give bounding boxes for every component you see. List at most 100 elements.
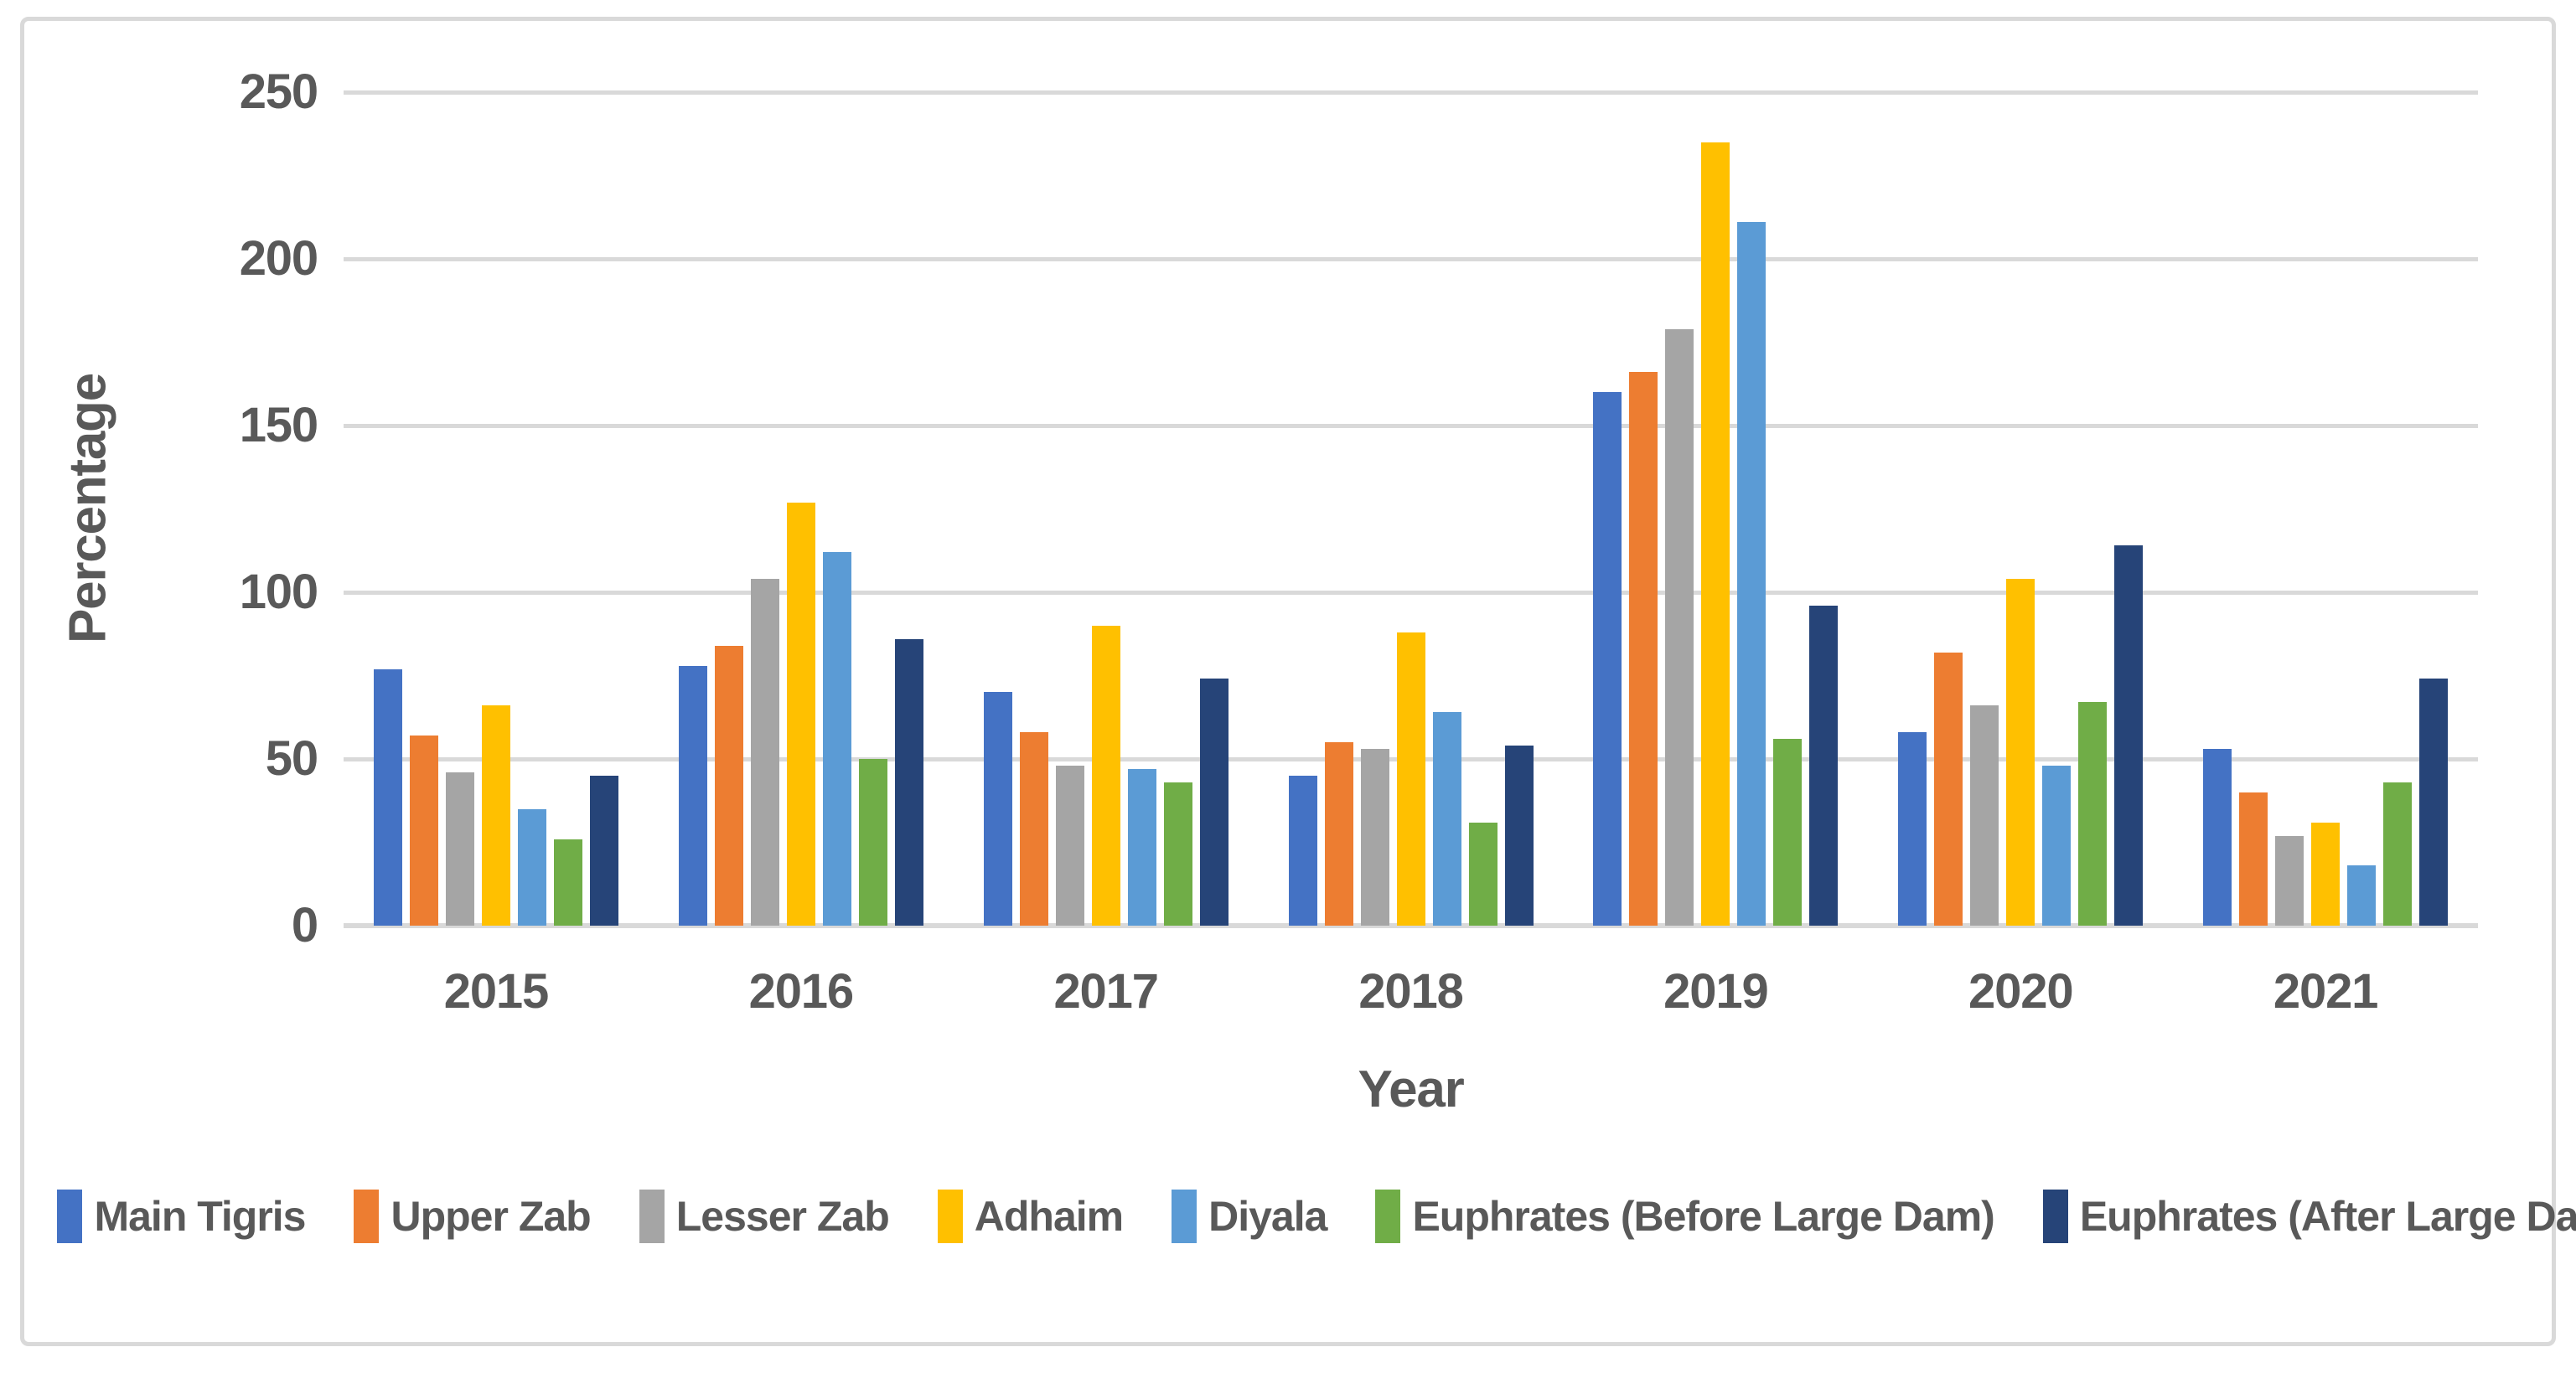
legend-label-euphrates-after-large-dam: Euphrates (After Large Dam) [2079,1193,2576,1240]
bar-adhaim-2018 [1396,632,1425,926]
x-tick-label-2021: 2021 [2273,964,2379,1019]
y-tick-label-200: 200 [239,231,318,286]
x-tick-label-2017: 2017 [1053,964,1159,1019]
legend-label-main-tigris: Main Tigris [94,1193,306,1240]
bar-adhaim-2019 [1701,142,1730,926]
bar-lesser-zab-2019 [1665,329,1694,926]
bar-main-tigris-2017 [983,692,1012,926]
legend-label-adhaim: Adhaim [974,1193,1124,1240]
legend-item-adhaim: Adhaim [937,1190,1124,1243]
gridline-150 [344,424,2478,428]
bar-main-tigris-2016 [678,666,707,926]
x-tick-label-2015: 2015 [443,964,550,1019]
bar-main-tigris-2018 [1288,776,1317,926]
bar-diyala-2017 [1127,769,1156,926]
bar-euphrates-before-large-dam-2017 [1163,782,1192,926]
bar-main-tigris-2015 [373,669,402,926]
bar-group-2020 [1868,92,2173,926]
bar-adhaim-2016 [786,503,815,926]
bar-lesser-zab-2020 [1970,705,1999,926]
bar-group-2018 [1259,92,1564,926]
bar-lesser-zab-2018 [1360,749,1389,926]
y-tick-label-50: 50 [265,731,318,786]
bar-upper-zab-2015 [409,736,438,926]
bar-diyala-2016 [822,552,851,926]
legend-item-euphrates-after-large-dam: Euphrates (After Large Dam) [2042,1190,2576,1243]
bar-euphrates-after-large-dam-2018 [1504,746,1534,926]
bar-upper-zab-2017 [1019,732,1048,926]
bar-upper-zab-2019 [1629,372,1658,926]
legend-item-upper-zab: Upper Zab [354,1190,592,1243]
legend-label-upper-zab: Upper Zab [391,1193,591,1240]
bar-lesser-zab-2016 [750,579,779,926]
bar-adhaim-2020 [2006,579,2035,926]
bar-lesser-zab-2017 [1055,766,1084,926]
x-tick-label-2019: 2019 [1663,964,1769,1019]
bar-diyala-2021 [2347,865,2377,926]
bar-euphrates-before-large-dam-2020 [2078,702,2108,926]
bar-group-2019 [1563,92,1868,926]
bar-diyala-2019 [1737,222,1766,926]
legend-swatch-euphrates-after-large-dam [2042,1190,2068,1243]
gridline-250 [344,90,2478,95]
bar-euphrates-after-large-dam-2015 [589,776,618,926]
gridline-200 [344,257,2478,261]
legend-swatch-diyala [1172,1190,1197,1243]
bar-main-tigris-2021 [2203,749,2232,926]
legend-label-lesser-zab: Lesser Zab [675,1193,890,1240]
bar-group-2016 [649,92,954,926]
bar-lesser-zab-2015 [445,772,474,926]
bar-euphrates-before-large-dam-2018 [1468,823,1497,926]
bar-diyala-2015 [517,809,546,926]
bar-diyala-2020 [2042,766,2072,926]
x-tick-label-2020: 2020 [1968,964,2074,1019]
bar-upper-zab-2020 [1934,653,1963,926]
legend-label-euphrates-before-large-dam: Euphrates (Before Large Dam) [1412,1193,1994,1240]
bar-main-tigris-2019 [1593,392,1622,926]
bar-adhaim-2015 [481,705,510,926]
x-axis-title: Year [1358,1061,1464,1118]
y-tick-label-250: 250 [239,65,318,119]
legend-swatch-upper-zab [354,1190,380,1243]
bar-groups [344,92,2478,926]
legend-label-diyala: Diyala [1208,1193,1327,1240]
legend-item-euphrates-before-large-dam: Euphrates (Before Large Dam) [1375,1190,1995,1243]
x-axis-tick-labels: 2015 2016 2017 2018 2019 2020 2021 [344,963,2478,1020]
legend-item-lesser-zab: Lesser Zab [639,1190,890,1243]
x-tick-label-2016: 2016 [748,964,855,1019]
bar-group-2017 [954,92,1259,926]
bar-euphrates-after-large-dam-2016 [894,639,923,926]
x-axis-line [344,923,2478,928]
legend-item-diyala: Diyala [1172,1190,1327,1243]
bar-euphrates-after-large-dam-2017 [1199,679,1229,926]
bar-main-tigris-2020 [1898,732,1927,926]
bar-euphrates-after-large-dam-2021 [2419,679,2449,926]
bar-euphrates-before-large-dam-2015 [553,839,582,926]
y-tick-label-100: 100 [239,565,318,619]
legend-swatch-adhaim [937,1190,963,1243]
bar-adhaim-2017 [1091,626,1120,926]
y-axis-title: Percentage [59,374,117,643]
bar-euphrates-after-large-dam-2019 [1809,606,1839,926]
bar-group-2015 [344,92,649,926]
bar-lesser-zab-2021 [2275,836,2304,926]
bar-upper-zab-2021 [2239,792,2268,926]
x-tick-label-2018: 2018 [1358,964,1464,1019]
legend-swatch-lesser-zab [639,1190,665,1243]
bar-euphrates-before-large-dam-2016 [858,759,887,926]
legend-swatch-main-tigris [57,1190,83,1243]
chart-figure: 2015 2016 2017 2018 2019 2020 2021 Year Percen… [20,17,2576,1346]
gridline-100 [344,591,2478,595]
y-tick-label-0: 0 [291,898,318,952]
legend: Main Tigris Upper Zab Lesser Zab Adhaim Diya… [57,1190,2576,1243]
bar-euphrates-before-large-dam-2019 [1773,739,1803,926]
bar-upper-zab-2018 [1324,742,1353,926]
bar-upper-zab-2016 [714,646,743,926]
bar-diyala-2018 [1432,712,1461,926]
legend-swatch-euphrates-before-large-dam [1375,1190,1401,1243]
bar-euphrates-after-large-dam-2020 [2114,545,2144,926]
y-tick-label-150: 150 [239,398,318,452]
bar-group-2021 [2173,92,2478,926]
bar-adhaim-2021 [2311,823,2341,926]
bar-euphrates-before-large-dam-2021 [2383,782,2413,926]
